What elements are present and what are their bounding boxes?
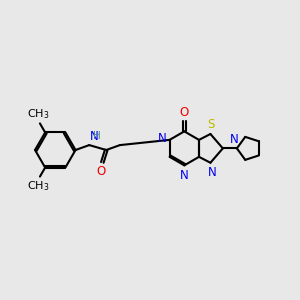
Text: N: N [158, 132, 167, 145]
Text: N: N [230, 133, 239, 146]
Text: CH$_3$: CH$_3$ [27, 179, 50, 193]
Text: N: N [180, 169, 189, 182]
Text: O: O [96, 165, 106, 178]
Text: N: N [90, 130, 99, 143]
Text: H: H [93, 130, 101, 140]
Text: CH$_3$: CH$_3$ [27, 107, 50, 121]
Text: S: S [207, 118, 214, 131]
Text: N: N [208, 166, 217, 179]
Text: O: O [180, 106, 189, 119]
